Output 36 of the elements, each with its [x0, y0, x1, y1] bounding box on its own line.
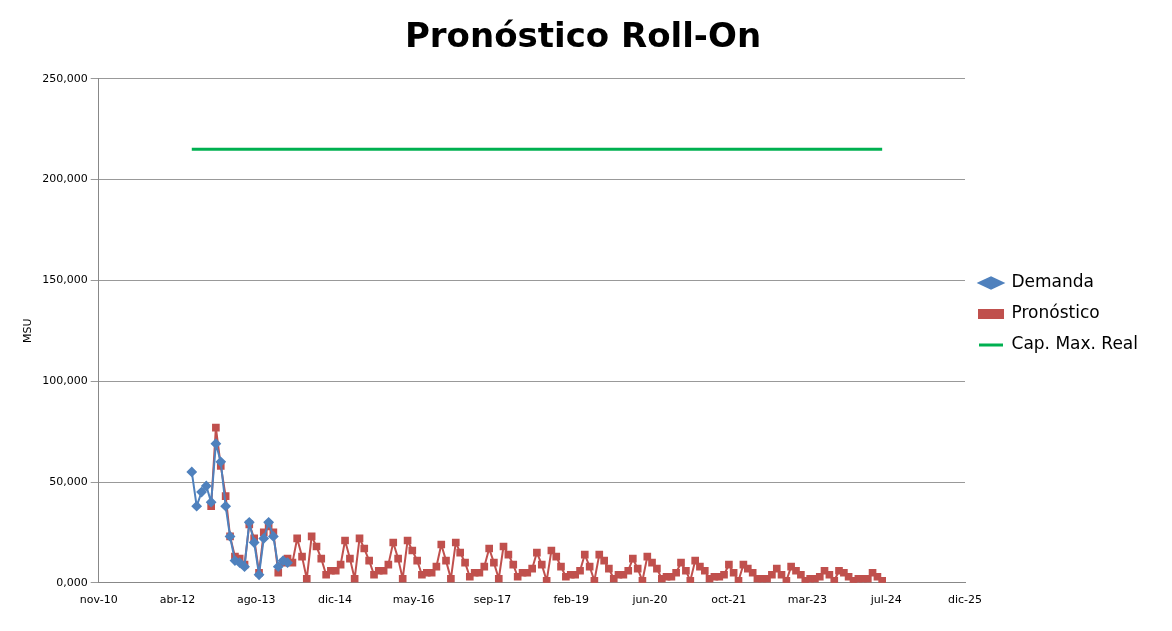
y-axis-title: MSU [21, 318, 35, 344]
x-tick-label: jul-24 [869, 593, 902, 607]
point [191, 501, 202, 512]
x-tick-label: abr-12 [159, 593, 196, 607]
point [215, 456, 226, 467]
point [258, 533, 269, 544]
y-tick-label: 250,000 [42, 71, 88, 85]
y-tick-label: 200,000 [42, 172, 88, 186]
x-tick-label: mar-23 [787, 593, 828, 607]
chart-title: Pronóstico Roll-On [404, 15, 762, 56]
legend-label: Pronóstico [1011, 302, 1100, 323]
y-tick-label: 0,000 [56, 575, 88, 589]
x-tick-label: feb-19 [553, 593, 590, 607]
point [186, 466, 197, 477]
point [220, 501, 231, 512]
point [273, 561, 284, 572]
point [196, 487, 207, 498]
legend-label: Demanda [1011, 271, 1095, 292]
point [268, 531, 279, 542]
y-tick-label: 150,000 [42, 273, 88, 287]
x-tick-label: dic-14 [317, 593, 352, 607]
x-tick-label: oct-21 [711, 593, 747, 607]
x-tick-label: ago-13 [236, 593, 276, 607]
x-tick-label: dic-25 [947, 593, 983, 607]
y-tick-label: 100,000 [42, 374, 88, 388]
point [263, 517, 274, 528]
x-tick-label: nov-10 [79, 593, 118, 607]
legend-label: Cap. Max. Real [1011, 333, 1139, 354]
y-tick-label: 50,000 [49, 474, 88, 488]
point [201, 481, 212, 492]
point [210, 438, 221, 449]
x-tick-label: sep-17 [473, 593, 512, 607]
x-tick-label: may-16 [392, 593, 435, 607]
point [249, 537, 260, 548]
point [206, 497, 217, 508]
x-tick-label: jun-20 [631, 593, 668, 607]
